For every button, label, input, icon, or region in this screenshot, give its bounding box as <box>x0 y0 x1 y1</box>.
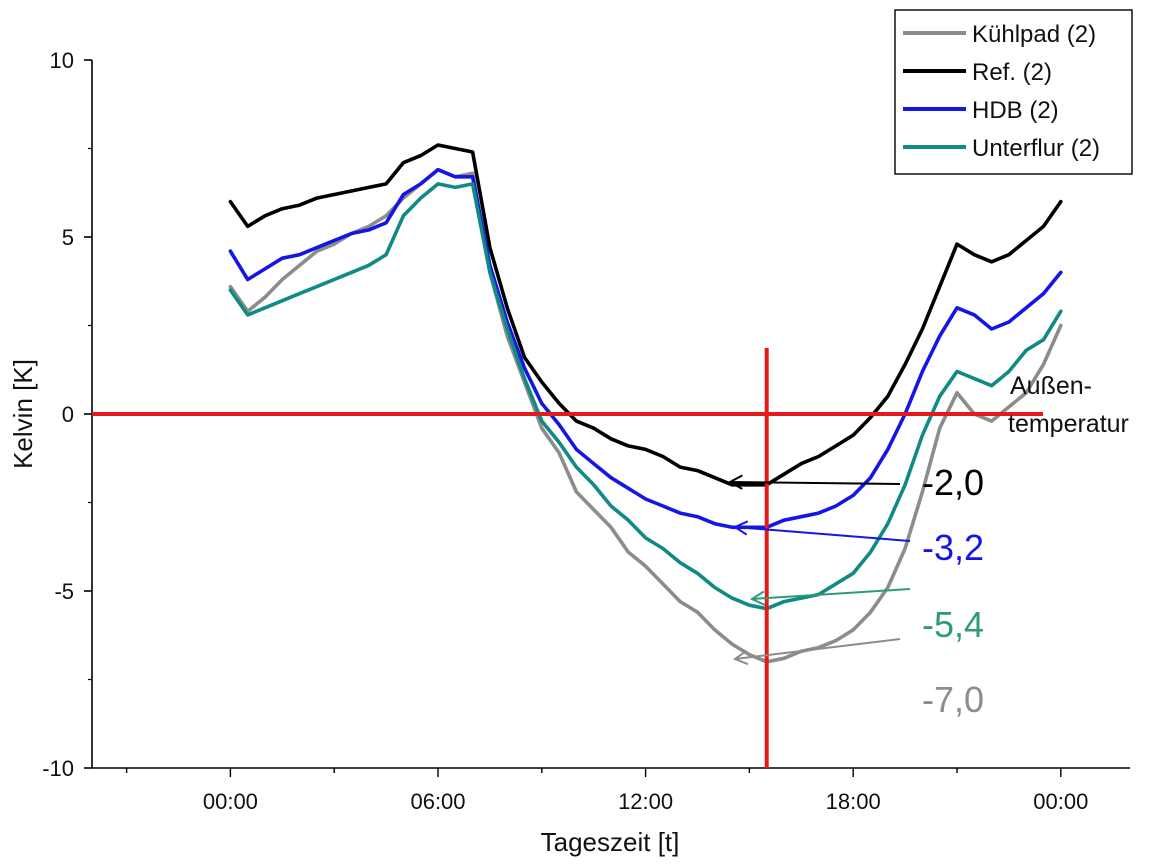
series-layer <box>228 143 1063 664</box>
x-tick-label: 00:00 <box>203 789 258 814</box>
outside-temperature-label-line2: temperatur <box>1008 410 1129 438</box>
annotation-arrow-shaft <box>734 526 911 542</box>
x-tick-label: 00:00 <box>1033 789 1088 814</box>
series-line-hdb-2 <box>228 167 1063 530</box>
y-tick-label: -10 <box>42 756 74 781</box>
annotation-arrow-head <box>749 590 766 606</box>
series-line-ref-2 <box>228 143 1063 487</box>
reference-lines <box>92 348 1043 768</box>
legend-entry-label: Unterflur (2) <box>972 135 1100 162</box>
legend-entry-label: Ref. (2) <box>972 59 1052 86</box>
y-tick-label: 5 <box>62 225 74 250</box>
annotation-arrow-shaft <box>729 481 901 485</box>
x-tick-label: 12:00 <box>618 789 673 814</box>
y-axis-ticks: 10 5 0 -5 -10 <box>42 48 92 781</box>
outside-temperature-label-line1: Außen- <box>1010 372 1092 400</box>
y-tick-label: -5 <box>54 579 74 604</box>
y-tick-label: 0 <box>62 402 74 427</box>
x-axis-title: Tageszeit [t] <box>541 827 680 857</box>
legend: Kühlpad (2) Ref. (2) HDB (2) Unterflur (2) <box>894 9 1133 175</box>
y-tick-label: 10 <box>50 48 74 73</box>
annotation-value-label: -5,4 <box>922 604 984 645</box>
x-tick-label: 18:00 <box>826 789 881 814</box>
annotation-arrow-shaft <box>734 638 901 660</box>
series-line-kühlpad-2 <box>228 167 1063 664</box>
annotation-arrow-head <box>727 474 743 490</box>
x-axis-ticks: 00:00 06:00 12:00 18:00 00:00 <box>125 768 1088 814</box>
annotation-arrow-head <box>732 650 749 666</box>
annotation-value-label: -7,0 <box>922 679 984 720</box>
annotation-arrow-head <box>732 520 749 536</box>
x-tick-label: 06:00 <box>410 789 465 814</box>
legend-entry-label: HDB (2) <box>972 97 1059 124</box>
annotation-value-label: -3,2 <box>922 527 984 568</box>
plot-area: 10 5 0 -5 -10 00:00 06:00 12:00 18:00 00:00 <box>42 48 1130 814</box>
legend-entry-label: Kühlpad (2) <box>972 21 1096 48</box>
annotation-arrow-shaft <box>751 588 911 600</box>
annotation-value-label: -2,0 <box>922 462 984 503</box>
outside-temperature-label: Außen- temperatur <box>1008 372 1129 438</box>
y-axis-title: Kelvin [K] <box>8 359 38 469</box>
annotations: -2,0 -3,2 -5,4 -7,0 <box>727 462 984 720</box>
series-line-unterflur-2 <box>228 182 1063 611</box>
